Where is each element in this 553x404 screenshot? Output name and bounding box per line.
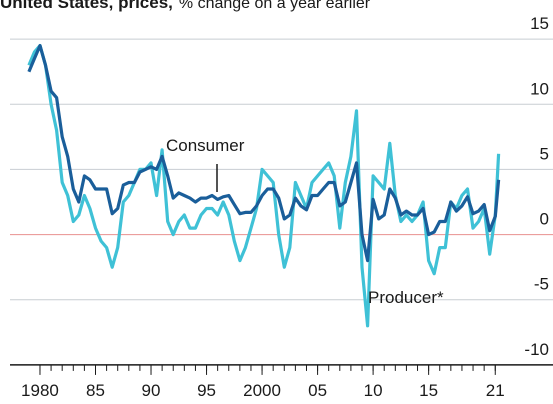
x-tick-label: 95 <box>197 381 216 400</box>
x-tick-label: 10 <box>364 381 383 400</box>
y-tick-label: 15 <box>530 14 549 33</box>
series-line <box>27 44 501 328</box>
series-label: Producer* <box>368 288 444 307</box>
x-tick-label: 21 <box>486 381 505 400</box>
y-tick-label: 5 <box>540 144 549 163</box>
chart-title: United States, prices, % change on a year… <box>0 0 371 12</box>
title: United States, prices, <box>0 0 173 12</box>
subtitle: % change on a year earlier <box>179 0 371 12</box>
y-tick-label: 10 <box>530 79 549 98</box>
x-tick-label: 15 <box>419 381 438 400</box>
y-tick-label: 0 <box>540 210 549 229</box>
series-label: Consumer <box>166 136 245 155</box>
series-line <box>27 44 501 263</box>
y-tick-label: -5 <box>534 275 549 294</box>
x-tick-label: 90 <box>142 381 161 400</box>
x-tick-label: 05 <box>308 381 327 400</box>
x-tick-label: 1980 <box>21 381 59 400</box>
y-tick-label: -10 <box>524 340 549 359</box>
x-tick-label: 2000 <box>243 381 281 400</box>
x-tick-label: 85 <box>86 381 105 400</box>
